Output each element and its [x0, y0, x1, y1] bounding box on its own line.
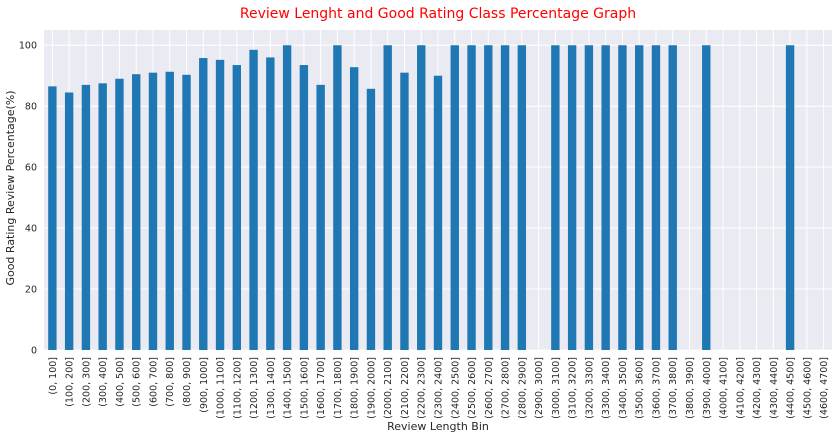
x-tick-labels: (0, 100] (100, 200] (200, 300] (300, 400] (4…	[48, 357, 830, 419]
x-tick-label: (4300, 4400]	[769, 357, 780, 419]
x-tick-label: (2900, 3000]	[534, 357, 545, 419]
bar	[182, 74, 191, 351]
bar	[215, 59, 225, 350]
x-tick-label: (3300, 3400]	[601, 357, 612, 419]
bar	[785, 45, 795, 350]
x-tick-label: (2700, 2800]	[501, 357, 512, 419]
x-tick-label: (1900, 2000]	[366, 357, 377, 419]
bar	[484, 45, 493, 350]
x-tick-label: (2000, 2100]	[383, 357, 394, 419]
x-tick-label: (1600, 1700]	[316, 357, 327, 419]
x-tick-label: (1400, 1500]	[283, 357, 294, 419]
bar	[467, 45, 476, 350]
bar	[266, 57, 275, 351]
y-tick-label: 60	[25, 163, 37, 174]
x-tick-label: (1300, 1400]	[266, 357, 277, 419]
x-tick-label: (1200, 1300]	[249, 357, 260, 419]
x-tick-label: (2300, 2400]	[434, 357, 445, 419]
x-tick-label: (4400, 4500]	[786, 357, 797, 419]
bar	[400, 72, 409, 351]
bar	[282, 45, 292, 350]
x-tick-label: (2600, 2700]	[484, 357, 495, 419]
chart-title: Review Lenght and Good Rating Class Perc…	[240, 6, 636, 22]
bar	[500, 45, 510, 350]
x-tick-label: (4600, 4700]	[819, 357, 830, 419]
bar	[450, 45, 459, 350]
x-tick-label: (3400, 3500]	[618, 357, 629, 419]
bars	[48, 45, 795, 351]
bar	[333, 45, 342, 350]
bar	[651, 45, 661, 350]
bar	[366, 88, 376, 351]
x-tick-label: (3000, 3100]	[551, 357, 562, 419]
x-tick-label: (3800, 3900]	[685, 357, 696, 419]
x-tick-label: (3500, 3600]	[635, 357, 646, 419]
bar	[567, 45, 577, 350]
x-tick-label: (2400, 2500]	[450, 357, 461, 419]
x-tick-label: (0, 100]	[48, 357, 59, 395]
bar	[64, 92, 74, 350]
x-tick-label: (4100, 4200]	[735, 357, 746, 419]
bar	[232, 65, 241, 351]
x-tick-label: (800, 900]	[182, 357, 193, 407]
bar	[702, 45, 711, 350]
bar	[417, 45, 426, 350]
x-tick-label: (2100, 2200]	[400, 357, 411, 419]
x-tick-label: (1700, 1800]	[333, 357, 344, 419]
y-axis-label: Good Rating Review Percentage(%)	[4, 90, 17, 285]
y-tick-label: 100	[19, 41, 37, 52]
x-tick-label: (200, 300]	[81, 357, 92, 407]
bar	[635, 45, 644, 350]
x-tick-label: (700, 800]	[165, 357, 176, 407]
y-tick-labels: 0 20 40 60 80 100	[19, 41, 37, 357]
bar	[148, 72, 158, 351]
x-tick-label: (2200, 2300]	[417, 357, 428, 419]
x-tick-label: (900, 1000]	[199, 357, 210, 413]
bar	[249, 49, 258, 351]
x-tick-label: (400, 500]	[115, 357, 126, 407]
bar	[81, 84, 91, 350]
bar	[551, 45, 560, 350]
y-tick-label: 0	[31, 346, 37, 357]
x-tick-label: (3100, 3200]	[568, 357, 579, 419]
x-tick-label: (1500, 1600]	[299, 357, 310, 419]
x-tick-label: (3900, 4000]	[702, 357, 713, 419]
x-tick-label: (1000, 1100]	[216, 357, 227, 419]
x-tick-label: (1800, 1900]	[350, 357, 361, 419]
x-tick-label: (3700, 3800]	[668, 357, 679, 419]
bar	[517, 45, 527, 350]
y-tick-label: 20	[25, 285, 37, 296]
bar	[383, 45, 392, 350]
y-tick-label: 80	[25, 102, 37, 113]
x-tick-label: (4500, 4600]	[802, 357, 813, 419]
bar	[349, 67, 359, 350]
x-tick-label: (1100, 1200]	[232, 357, 243, 419]
x-tick-label: (3600, 3700]	[651, 357, 662, 419]
x-tick-label: (300, 400]	[98, 357, 109, 407]
x-tick-label: (500, 600]	[132, 357, 143, 407]
bar	[433, 75, 443, 350]
bar	[165, 71, 174, 350]
bar	[115, 78, 124, 350]
y-tick-label: 40	[25, 224, 37, 235]
bar	[48, 86, 57, 350]
x-axis-label: Review Length Bin	[387, 420, 489, 433]
bar	[132, 74, 141, 350]
x-tick-label: (600, 700]	[148, 357, 159, 407]
bar	[618, 45, 627, 350]
x-tick-label: (100, 200]	[65, 357, 76, 407]
x-tick-label: (4200, 4300]	[752, 357, 763, 419]
x-tick-label: (2800, 2900]	[517, 357, 528, 419]
x-tick-label: (2500, 2600]	[467, 357, 478, 419]
bar	[601, 45, 610, 350]
bar	[668, 45, 677, 350]
bar	[299, 65, 309, 351]
bar	[584, 45, 594, 350]
bar	[316, 84, 325, 350]
bar	[199, 58, 208, 351]
x-tick-label: (3200, 3300]	[584, 357, 595, 419]
bar	[98, 83, 107, 350]
x-tick-label: (4000, 4100]	[719, 357, 730, 419]
